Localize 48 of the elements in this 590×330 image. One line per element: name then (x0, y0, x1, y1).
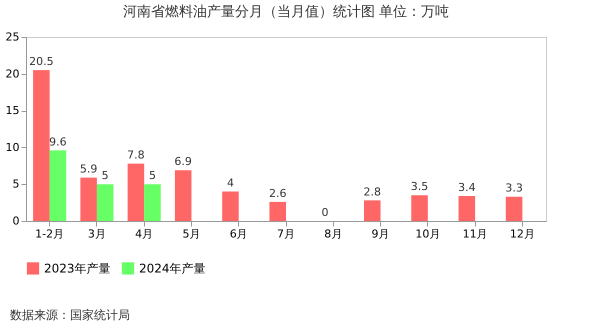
bar (128, 164, 144, 221)
data-label: 7.8 (127, 148, 145, 162)
bar (50, 150, 66, 221)
x-tick-label: 5月 (182, 228, 200, 240)
legend-label: 2023年产量 (44, 261, 111, 276)
x-tick-label: 1-2月 (35, 228, 64, 240)
y-tick-label: 0 (12, 214, 20, 228)
y-tick-label: 20 (6, 67, 20, 80)
data-label: 3.5 (410, 180, 428, 194)
source-note: 数据来源：国家统计局 (10, 307, 130, 324)
data-label: 6.9 (174, 155, 192, 168)
bar (269, 202, 286, 221)
legend-label: 2024年产量 (139, 261, 206, 276)
data-label: 5.9 (80, 162, 98, 176)
data-label: 5 (102, 169, 109, 182)
data-label: 3.3 (505, 182, 523, 195)
x-tick-label: 8月 (324, 228, 342, 240)
data-label: 4 (226, 176, 234, 190)
bar (80, 178, 97, 221)
data-label: 9.6 (49, 135, 67, 148)
bar (411, 195, 428, 221)
data-label: 0 (322, 206, 328, 219)
x-tick-label: 6月 (230, 228, 248, 240)
x-tick-label: 11月 (462, 228, 488, 240)
bar (144, 184, 161, 221)
data-label: 5 (148, 169, 156, 182)
bar (174, 170, 192, 221)
data-label: 20.5 (29, 55, 54, 68)
x-tick-label: 9月 (372, 228, 390, 240)
x-tick-label: 12月 (510, 228, 535, 240)
bar (458, 196, 476, 221)
y-tick-label: 25 (6, 30, 20, 44)
bar (506, 196, 522, 221)
data-label: 2.6 (268, 186, 286, 200)
x-tick-label: 7月 (277, 228, 295, 240)
y-tick-label: 15 (6, 104, 20, 118)
bar (33, 70, 50, 221)
x-tick-label: 3月 (88, 228, 106, 240)
bar (222, 192, 239, 221)
y-tick-label: 5 (12, 178, 20, 191)
x-tick-label: 10月 (415, 228, 440, 240)
data-label: 3.4 (458, 180, 476, 194)
data-label: 2.8 (364, 185, 382, 198)
y-tick-label: 10 (6, 140, 20, 154)
x-tick-label: 4月 (135, 228, 154, 240)
bar (96, 184, 114, 221)
chart-title: 河南省燃料油产量分月（当月值）统计图 单位：万吨 (122, 4, 450, 20)
bar (364, 200, 381, 221)
